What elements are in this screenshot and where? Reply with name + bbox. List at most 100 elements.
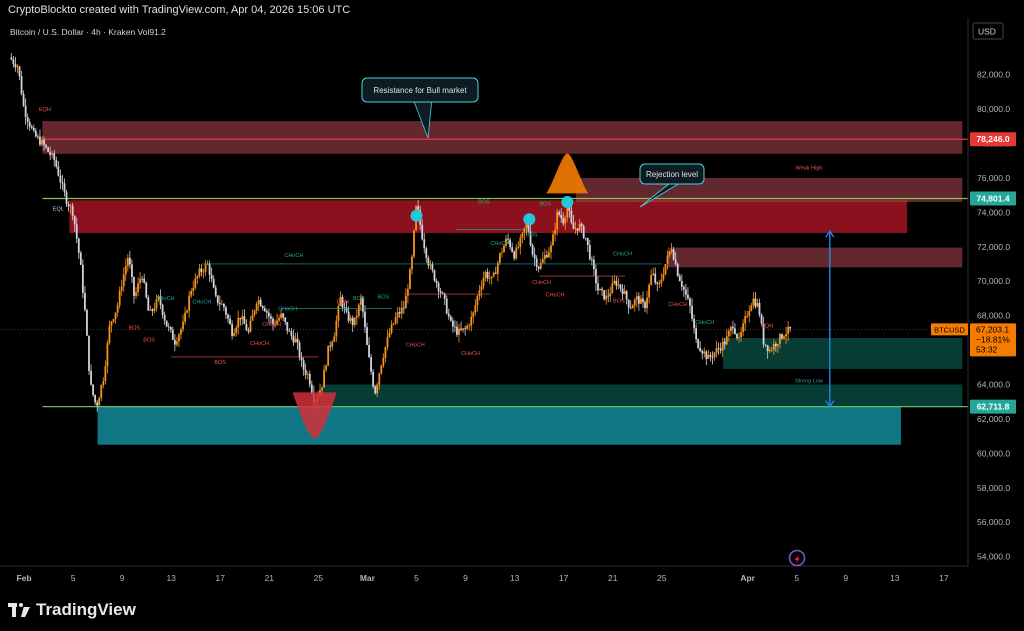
structure-label: EQH xyxy=(39,107,51,113)
structure-label: CHoCH xyxy=(156,296,175,302)
structure-label: BOS xyxy=(129,325,141,331)
candle-up xyxy=(501,252,503,254)
structure-label: CHoCH xyxy=(532,280,551,286)
candle-up xyxy=(394,317,397,324)
candle-up xyxy=(198,268,201,276)
top-dome-marker xyxy=(546,153,589,194)
candle-down xyxy=(449,316,452,321)
replay-icon[interactable] xyxy=(788,549,806,567)
candle-down xyxy=(590,259,593,261)
structure-label: CHoCH xyxy=(278,306,297,312)
candle-up xyxy=(237,317,240,328)
y-tick-label: 58,000.0 xyxy=(977,483,1010,493)
candle-down xyxy=(509,239,512,248)
x-tick-label: 25 xyxy=(657,573,667,583)
y-tick-label: 56,000.0 xyxy=(977,517,1010,527)
candle-up xyxy=(384,347,387,358)
candle-down xyxy=(732,326,734,329)
candle-down xyxy=(286,322,289,331)
structure-label: BOS xyxy=(526,232,538,238)
structure-label: EQL xyxy=(53,207,64,213)
candle-down xyxy=(699,347,702,352)
x-tick-label: Mar xyxy=(360,573,376,583)
tradingview-logo[interactable]: TradingView xyxy=(8,600,136,620)
time-axis[interactable]: Feb 5 9 13 17 21 25 Mar 5 9 13 17 21 25 Apr 5 9 13 17 xyxy=(16,573,948,583)
callout-0: Resistance for Bull market xyxy=(361,77,479,139)
candle-down xyxy=(22,94,25,106)
structure-label: CHoCH xyxy=(192,300,211,306)
candle-up xyxy=(646,297,648,309)
x-tick-label: 21 xyxy=(265,573,275,583)
candle-up xyxy=(112,319,115,322)
candle-down xyxy=(37,136,39,138)
candle-up xyxy=(110,321,113,326)
candle-down xyxy=(24,105,27,118)
candle-up xyxy=(729,326,732,332)
candle-down xyxy=(272,318,274,325)
callout-text: Rejection level xyxy=(646,170,698,179)
candle-down xyxy=(447,313,450,317)
candle-up xyxy=(554,229,556,235)
currency-box[interactable] xyxy=(972,22,1004,40)
candle-down xyxy=(711,356,714,358)
candle-down xyxy=(372,371,375,387)
candles-layer xyxy=(10,53,792,412)
candle-down xyxy=(84,292,86,310)
candle-up xyxy=(721,341,724,351)
price-chart[interactable]: CHoCH BOS EQH EQL EQH CHoCH EQH Weak High Strong… xyxy=(0,18,1024,592)
candle-up xyxy=(108,325,111,343)
candle-down xyxy=(298,342,301,358)
candle-up xyxy=(466,325,469,329)
candle-down xyxy=(370,357,372,372)
x-tick-label: 5 xyxy=(414,573,419,583)
structure-label: CHoCH xyxy=(250,341,269,347)
candle-up xyxy=(274,324,276,326)
candle-down xyxy=(398,312,401,314)
candle-down xyxy=(621,288,624,294)
countdown-text: 53:32 xyxy=(976,344,998,354)
candle-down xyxy=(441,292,444,294)
candle-up xyxy=(609,293,612,297)
candle-up xyxy=(770,349,773,351)
candle-down xyxy=(572,222,575,229)
candle-up xyxy=(149,309,152,311)
candle-up xyxy=(253,310,256,315)
candle-up xyxy=(517,246,520,248)
candle-down xyxy=(689,298,691,306)
candle-down xyxy=(603,290,606,300)
x-tick-label: 5 xyxy=(71,573,76,583)
candle-down xyxy=(59,175,62,183)
candle-down xyxy=(210,274,213,279)
candle-down xyxy=(55,160,58,167)
candle-down xyxy=(163,314,166,321)
candle-up xyxy=(280,313,283,319)
candle-down xyxy=(774,344,777,347)
candle-down xyxy=(218,303,221,305)
candle-down xyxy=(362,298,364,312)
candle-up xyxy=(392,323,395,325)
candle-up xyxy=(785,333,787,337)
candle-down xyxy=(705,351,708,359)
candle-up xyxy=(69,205,72,207)
candle-down xyxy=(47,147,50,152)
touch-point-marker xyxy=(561,195,574,208)
candle-down xyxy=(364,311,366,328)
candle-up xyxy=(122,274,125,287)
candle-up xyxy=(400,307,403,314)
symbol-legend[interactable]: Bitcoin / U.S. Dollar · 4h · Kraken Vol9… xyxy=(10,27,166,37)
candle-up xyxy=(725,336,728,345)
candle-down xyxy=(435,280,438,284)
candle-down xyxy=(86,309,88,336)
candle-up xyxy=(480,286,483,291)
candle-up xyxy=(552,234,554,246)
candle-down xyxy=(697,339,700,348)
candle-up xyxy=(640,298,642,304)
candle-down xyxy=(151,309,154,311)
y-tick-label: 74,000.0 xyxy=(977,207,1010,217)
candle-down xyxy=(644,302,646,309)
candle-up xyxy=(153,308,156,311)
candle-down xyxy=(366,327,368,345)
candle-up xyxy=(539,262,542,269)
candle-up xyxy=(515,247,518,259)
touch-point-marker xyxy=(410,209,423,222)
